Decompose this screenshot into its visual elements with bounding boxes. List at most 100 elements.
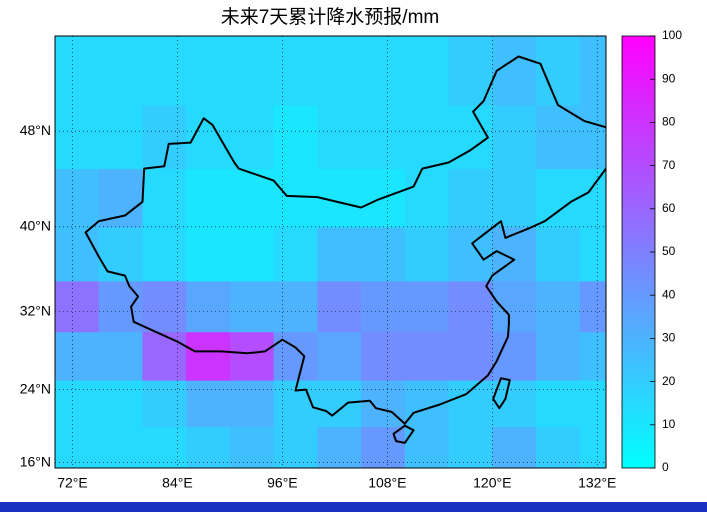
field-cell: [448, 426, 493, 468]
field-cell: [579, 331, 606, 381]
field-cell: [317, 380, 362, 428]
field-cell: [492, 426, 537, 468]
field-cell: [186, 380, 231, 428]
x-tick-label: 96°E: [267, 475, 298, 491]
colorbar-tick-label: 20: [662, 374, 676, 388]
field-cell: [317, 36, 362, 106]
field-cell: [404, 36, 450, 106]
field-cell: [361, 36, 406, 106]
colorbar-tick-label: 70: [662, 158, 676, 172]
field-cell: [55, 331, 100, 381]
field-cell: [448, 380, 493, 428]
field-cell: [273, 426, 318, 468]
chart-title: 未来7天累计降水预报/mm: [221, 6, 440, 28]
plot-frame: [54, 35, 607, 469]
field-cell: [186, 280, 231, 333]
field-cell: [229, 331, 275, 381]
y-tick-label: 40°N: [20, 218, 51, 234]
field-cell: [404, 280, 450, 333]
y-tick-label: 48°N: [20, 122, 51, 138]
x-tick-label: 132°E: [578, 475, 616, 491]
field-cell: [317, 426, 362, 468]
field-cell: [448, 168, 493, 228]
field-cell: [229, 280, 275, 333]
field-cell: [536, 168, 581, 228]
field-cell: [536, 280, 581, 333]
field-cell: [186, 331, 231, 381]
field-cell: [142, 426, 187, 468]
field-cell: [142, 168, 187, 228]
field-cell: [55, 36, 100, 106]
field-cell: [492, 168, 537, 228]
field-cell: [98, 105, 143, 170]
field-cell: [317, 280, 362, 333]
field-cell: [55, 380, 100, 428]
field-cell: [142, 226, 187, 282]
colorbar-tick-label: 0: [662, 460, 669, 474]
field-cell: [273, 36, 318, 106]
window-frame: [0, 502, 707, 512]
field-cell: [492, 226, 537, 282]
field: [55, 36, 606, 468]
field-cell: [98, 168, 143, 228]
field-cell: [536, 331, 581, 381]
field-cell: [229, 426, 275, 468]
country-border: [392, 424, 415, 444]
field-cell: [229, 36, 275, 106]
field-cell: [142, 36, 187, 106]
field-cell: [579, 105, 606, 170]
field-cell: [98, 226, 143, 282]
field-cell: [448, 280, 493, 333]
field-cell: [229, 380, 275, 428]
field-cell: [273, 226, 318, 282]
field-cell: [142, 380, 187, 428]
field-cell: [98, 331, 143, 381]
field-cell: [98, 426, 143, 468]
colorbar-tick-label: 60: [662, 201, 676, 215]
field-cell: [273, 280, 318, 333]
x-tick-label: 84°E: [162, 475, 193, 491]
field-cell: [448, 331, 493, 381]
colorbar-tick-label: 80: [662, 115, 676, 129]
field-cell: [492, 380, 537, 428]
field-cell: [361, 280, 406, 333]
colorbar-tick-label: 40: [662, 287, 676, 301]
colorbar-tick-label: 90: [662, 71, 676, 85]
field-cell: [273, 168, 318, 228]
field-cell: [142, 105, 187, 170]
y-tick-label: 16°N: [20, 453, 51, 469]
field-cell: [317, 105, 362, 170]
x-tick-label: 108°E: [368, 475, 406, 491]
colorbar: [621, 35, 656, 469]
y-tick-label: 32°N: [20, 302, 51, 318]
field-cell: [579, 226, 606, 282]
field-cell: [579, 380, 606, 428]
colorbar-tick-label: 10: [662, 417, 676, 431]
country-border: [492, 377, 511, 410]
field-cell: [186, 426, 231, 468]
field-cell: [404, 168, 450, 228]
field-cell: [98, 280, 143, 333]
field-cell: [361, 226, 406, 282]
field-cell: [55, 168, 100, 228]
field-cell: [55, 426, 100, 468]
field-cell: [98, 36, 143, 106]
field-cell: [579, 168, 606, 228]
border: [84, 55, 606, 444]
field-cell: [55, 105, 100, 170]
country-border: [84, 55, 606, 425]
field-cell: [536, 380, 581, 428]
field-cell: [579, 280, 606, 333]
field-cell: [404, 226, 450, 282]
field-cell: [536, 105, 581, 170]
field-cell: [361, 426, 406, 468]
field-cell: [229, 168, 275, 228]
field-cell: [361, 331, 406, 381]
field-cell: [273, 105, 318, 170]
field-cell: [98, 380, 143, 428]
field-cell: [448, 226, 493, 282]
field-cell: [186, 36, 231, 106]
x-tick-label: 72°E: [57, 475, 88, 491]
field-cell: [55, 226, 100, 282]
